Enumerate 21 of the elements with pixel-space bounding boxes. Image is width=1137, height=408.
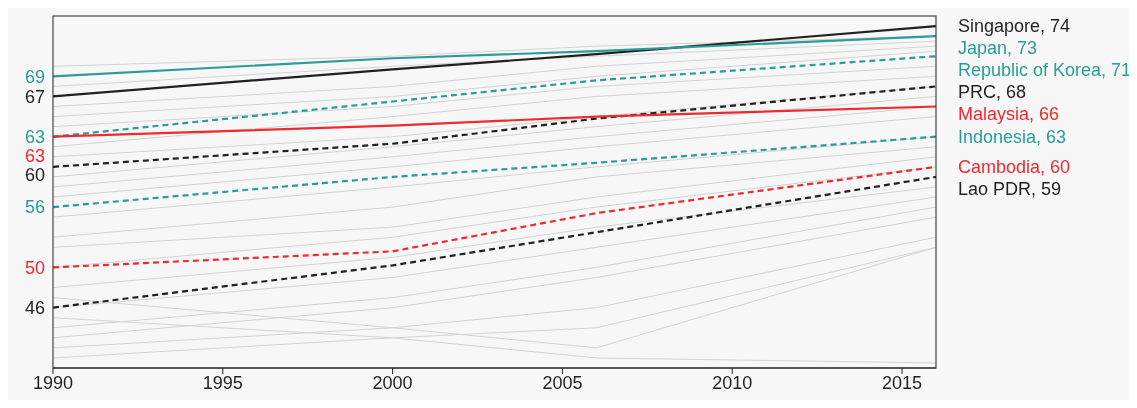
data-label: 46 <box>24 297 45 318</box>
text: Malaysia, 66 <box>958 104 1060 125</box>
data-label: 63 <box>24 145 45 166</box>
text: PRC, 68 <box>958 82 1027 103</box>
text: Japan, 73 <box>958 38 1038 59</box>
x-tick-label: 2015 <box>882 372 923 393</box>
text: Singapore, 74 <box>958 16 1071 37</box>
data-label: 69 <box>24 66 45 87</box>
x-tick-label: 1990 <box>32 372 74 393</box>
text: Indonesia, 63 <box>958 126 1067 147</box>
text: Lao PDR, 59 <box>958 179 1062 200</box>
data-label: 63 <box>24 126 45 147</box>
data-label: 67 <box>24 86 45 107</box>
data-label: 50 <box>24 257 45 278</box>
data-label: 56 <box>24 197 45 218</box>
data-label: 60 <box>24 164 45 185</box>
x-tick-label: 2010 <box>712 372 753 393</box>
x-tick-label: 1995 <box>202 372 243 393</box>
text: Cambodia, 60 <box>958 157 1071 178</box>
x-tick-label: 2000 <box>372 372 413 393</box>
x-tick-label: 2005 <box>542 372 583 393</box>
